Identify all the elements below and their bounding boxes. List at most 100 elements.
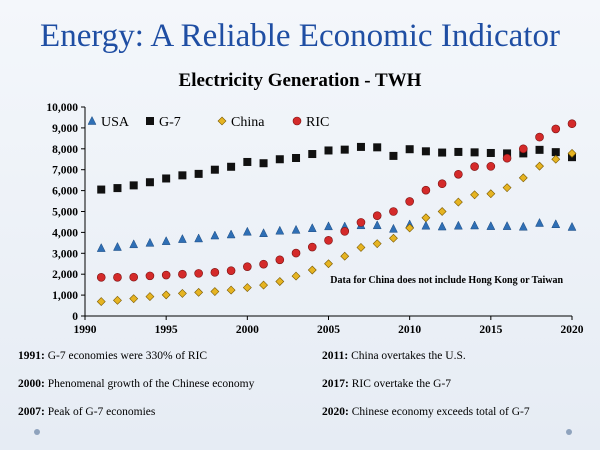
g-7-point [405,145,414,154]
legend-label-ric: RIC [306,115,329,130]
note-year: 2011: [322,350,349,362]
usa-point [226,229,236,239]
g-7-point [243,157,252,166]
ric-point [113,273,122,282]
ric-point [145,271,155,281]
usa-point [421,220,431,230]
g-7-point [470,148,479,157]
usa-point [372,220,382,230]
china-point [275,277,285,286]
x-tick-label: 2010 [398,324,421,336]
note-text: Phenomenal growth of the Chinese economy [44,378,255,390]
decorative-dot [566,429,572,435]
g-7-point [324,146,333,155]
g-7-point [535,145,544,154]
x-tick-label: 2015 [479,324,502,336]
note-year: 2020: [322,406,349,418]
legend-marker-ric [292,116,302,126]
ric-point [502,153,512,163]
china-point [372,239,382,249]
usa-point [259,228,268,237]
china-point [194,287,204,297]
ric-point [437,179,447,189]
china-point [405,223,415,233]
china-point [437,207,447,216]
legend-label-g-7: G-7 [159,115,181,130]
note-2017: 2017: RIC overtake the G-7 [322,378,451,390]
china-point [356,243,366,252]
usa-point [324,221,333,231]
china-point [389,233,398,243]
g-7-point [210,165,219,174]
g-7-point [194,169,203,178]
g-7-point [162,174,171,183]
y-tick-label: 5,000 [52,207,78,219]
usa-point [389,223,398,233]
g-7-point [227,162,236,171]
china-point [307,265,317,275]
g-7-point [308,150,317,159]
ric-point [259,259,268,269]
y-tick-label: 10,000 [46,102,78,114]
ric-point [405,197,414,206]
g-7-point [275,155,284,164]
g-7-point [340,145,349,154]
china-point [421,213,431,223]
g-7-point [454,147,463,156]
china-point [324,259,333,269]
legend-label-usa: USA [101,115,130,130]
g-7-point [551,148,560,157]
note-2007: 2007: Peak of G-7 economies [18,406,155,418]
g-7-point [97,185,106,194]
ric-point [291,248,301,258]
ric-point [551,124,561,134]
china-point [535,161,544,171]
usa-point [96,243,106,252]
usa-point [518,221,528,231]
ric-point [421,185,431,195]
g-7-point [292,153,301,162]
y-tick-label: 8,000 [52,144,78,156]
legend-label-china: China [231,115,265,130]
usa-point [161,236,171,245]
usa-point [486,221,496,230]
g-7-point [421,147,430,156]
ric-point [307,242,317,252]
usa-point [129,239,139,249]
ric-point [96,273,106,282]
g-7-point [145,178,154,187]
china-point [145,292,155,301]
y-tick-label: 3,000 [52,248,78,260]
ric-point [194,269,203,278]
x-tick-label: 2005 [317,324,340,336]
g-7-point [178,171,187,180]
g-7-point [259,159,268,168]
legend-marker-usa [87,115,97,125]
usa-point [242,226,252,236]
china-point [259,280,268,290]
ric-point [518,144,528,154]
g-7-point [113,184,122,193]
ric-point [324,236,333,245]
chart-title: Electricity Generation - TWH [178,70,422,91]
china-point [567,148,577,158]
note-year: 2000: [18,378,45,390]
china-point [502,183,512,193]
usa-point [210,230,220,240]
china-point [453,197,463,207]
usa-point [275,225,285,235]
g-7-point [356,142,365,151]
usa-point [502,221,512,230]
ric-point [226,266,236,275]
chart-annotation: Data for China does not include Hong Kon… [330,275,563,286]
china-point [161,290,171,300]
note-2011: 2011: China overtakes the U.S. [322,350,466,362]
y-tick-label: 4,000 [52,227,78,239]
ric-point [178,269,187,279]
usa-point [453,220,463,230]
china-point [210,287,220,296]
ric-point [486,162,496,171]
china-point [129,294,139,304]
g-7-point [519,149,528,158]
